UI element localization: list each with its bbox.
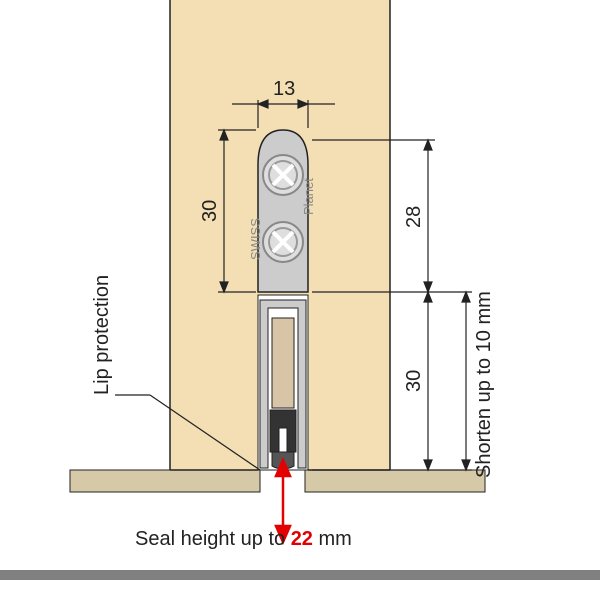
inner-profile [272, 318, 294, 408]
seal-label: Seal height up to 22 mm [135, 528, 352, 550]
ground-bar [0, 570, 600, 580]
dim-30-left-text: 30 [199, 200, 221, 222]
dim-28-text: 28 [403, 206, 425, 228]
shorten-label: Shorten up to 10 mm [473, 291, 495, 478]
lip-label: Lip protection [91, 275, 113, 395]
dim-shorten [435, 292, 472, 470]
brand-right: Planet [301, 178, 316, 215]
dim-30-right-text: 30 [403, 370, 425, 392]
floor-right [305, 470, 485, 492]
dim-13-text: 13 [273, 78, 295, 100]
floor-left [70, 470, 260, 492]
brand-left: SWISS [248, 218, 263, 260]
